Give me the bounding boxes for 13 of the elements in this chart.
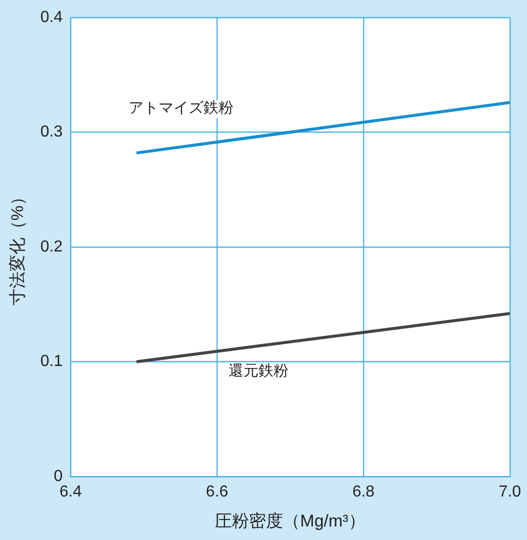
x-tick-label: 6.4 — [60, 483, 82, 500]
y-axis-title: 寸法変化（%） — [8, 188, 27, 306]
y-tick-label: 0.1 — [40, 353, 63, 370]
x-tick-label: 6.8 — [352, 483, 375, 500]
y-tick-label: 0.2 — [40, 238, 63, 256]
y-tick-label: 0.4 — [40, 9, 63, 26]
x-axis-title: 圧粉密度（Mg/m³） — [215, 511, 366, 530]
x-tick-label: 6.6 — [206, 483, 228, 500]
y-tick-label: 0 — [54, 468, 63, 485]
x-tick-label: 7.0 — [498, 483, 522, 500]
series-label: アトマイズ鉄粉 — [128, 100, 234, 117]
y-tick-label: 0.3 — [40, 124, 63, 141]
series-label: 還元鉄粉 — [228, 362, 289, 380]
